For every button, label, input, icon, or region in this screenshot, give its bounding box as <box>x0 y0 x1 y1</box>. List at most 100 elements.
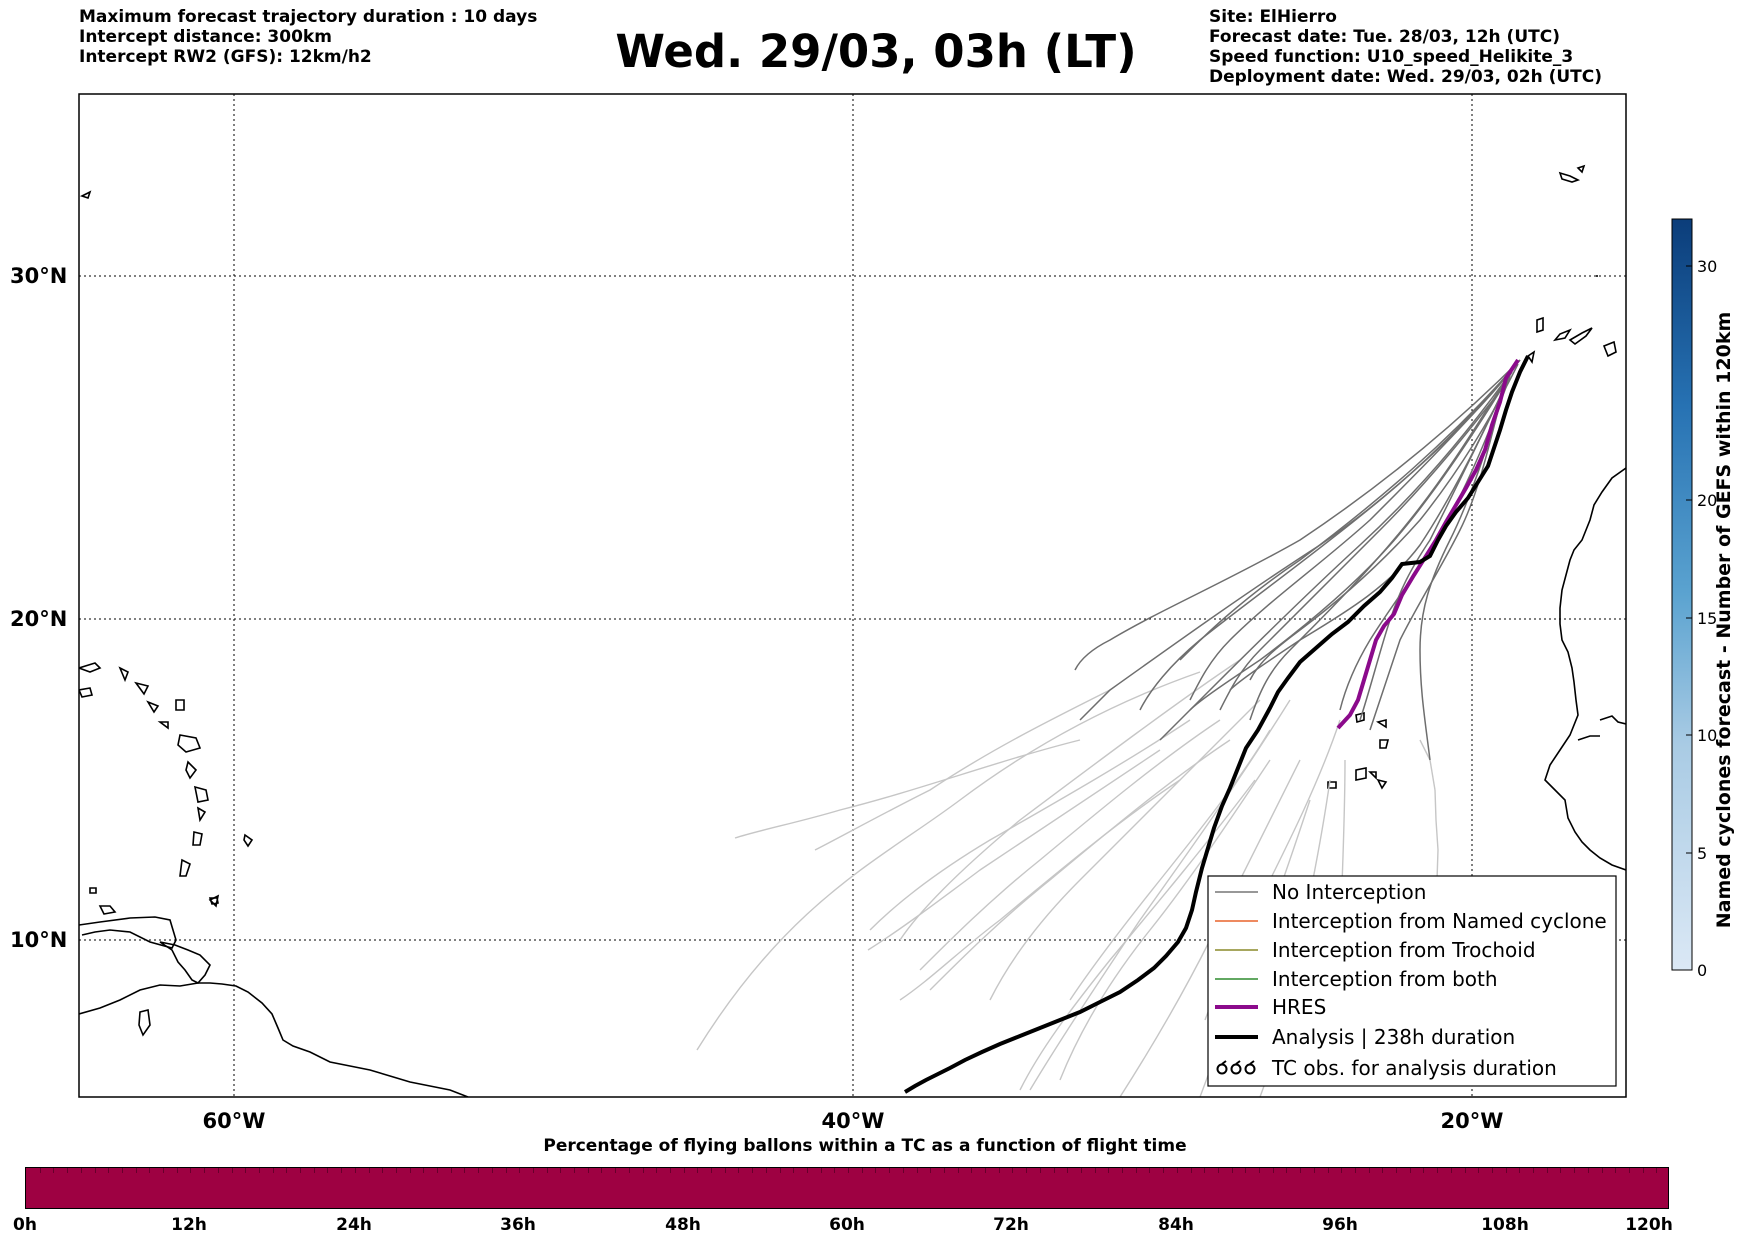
flight-bar-minor-tick <box>1245 1168 1247 1173</box>
flight-bar-minor-tick <box>1601 1168 1603 1173</box>
flight-bar-minor-tick <box>121 1168 123 1173</box>
flight-bar-minor-tick <box>204 1168 206 1173</box>
flight-bar-minor-tick <box>1026 1168 1028 1173</box>
flight-bar-minor-tick <box>1546 1168 1548 1173</box>
flight-bar-minor-tick <box>930 1168 932 1173</box>
flight-bar-minor-tick <box>848 1168 849 1173</box>
island-9 <box>175 699 185 711</box>
island-13 <box>193 785 209 803</box>
flight-bar-minor-tick <box>998 1168 1000 1173</box>
flight-bar-minor-tick <box>382 1168 384 1173</box>
flight-bar-minor-tick <box>1491 1168 1493 1173</box>
lon-label-40w: 40°W <box>822 1109 885 1133</box>
flight-bar-minor-tick <box>450 1168 452 1173</box>
flight-bar-minor-tick <box>697 1168 699 1173</box>
cv-island-7 <box>1327 781 1337 789</box>
flight-bar-minor-tick <box>163 1168 164 1173</box>
flight-bar-minor-tick <box>1533 1168 1534 1173</box>
flight-bar-minor-tick <box>724 1168 726 1173</box>
flight-bar-minor-tick <box>1231 1168 1233 1173</box>
flight-bar-minor-tick <box>765 1168 767 1173</box>
flight-bar-minor-tick <box>1519 1168 1521 1173</box>
flight-bar-minor-tick <box>738 1168 740 1173</box>
flight-bar-minor-tick <box>437 1168 438 1173</box>
flight-bar-minor-tick <box>1163 1168 1165 1173</box>
cbar-tick-20: 20 <box>1697 491 1717 510</box>
flight-bar-minor-tick <box>711 1168 712 1173</box>
legend-label-named-cyclone: Interception from Named cyclone <box>1272 909 1607 933</box>
flight-bar-minor-tick <box>395 1168 397 1173</box>
flight-bar-minor-tick <box>985 1168 986 1173</box>
flight-bar-minor-tick <box>409 1168 411 1173</box>
flight-bar-minor-tick <box>1450 1168 1452 1173</box>
flight-bar-minor-tick <box>300 1168 301 1173</box>
flight-bar-minor-tick <box>1464 1168 1466 1173</box>
flight-bar-minor-tick <box>231 1168 233 1173</box>
map-frame <box>78 93 1627 1098</box>
coastlines <box>79 164 1626 1097</box>
flight-bar-minor-tick <box>1204 1168 1206 1173</box>
flight-bar-minor-tick <box>245 1168 247 1173</box>
flight-bar-minor-tick <box>642 1168 644 1173</box>
flight-bar-minor-tick <box>1354 1168 1356 1173</box>
analysis-trajectory <box>903 355 1530 1094</box>
flight-bar-minor-tick <box>505 1168 507 1173</box>
flight-tick-48h: 48h <box>665 1215 701 1235</box>
max-duration-text: Maximum forecast trajectory duration : 1… <box>79 7 538 27</box>
lon-label-20w: 20°W <box>1441 1109 1504 1133</box>
flight-bar-minor-tick <box>491 1168 493 1173</box>
flight-bar-minor-tick <box>820 1168 822 1173</box>
flight-bar-minor-tick <box>1053 1168 1055 1173</box>
cv-island-4 <box>1355 767 1367 781</box>
header-right-info: Site: ElHierro Forecast date: Tue. 28/03… <box>1209 7 1602 87</box>
flight-bar-minor-tick <box>368 1168 370 1173</box>
flight-bar-minor-tick <box>1478 1168 1480 1173</box>
flight-percentage-bar <box>25 1167 1669 1209</box>
island-5 <box>79 687 94 698</box>
island-19 <box>79 190 92 200</box>
flight-tick-72h: 72h <box>993 1215 1029 1235</box>
flight-bar-minor-tick <box>1382 1168 1384 1173</box>
flight-bar-minor-tick <box>327 1168 329 1173</box>
flight-bar-minor-tick <box>916 1168 918 1173</box>
hres-trajectory <box>1336 358 1520 730</box>
flight-bar-minor-tick <box>1437 1168 1439 1173</box>
island-7 <box>134 681 150 696</box>
legend-label-both: Interception from both <box>1272 967 1498 991</box>
deployment-date-text: Deployment date: Wed. 29/03, 02h (UTC) <box>1209 67 1603 87</box>
flight-bar-minor-tick <box>39 1168 41 1173</box>
cbar-tick-5: 5 <box>1697 844 1707 863</box>
flight-bar-minor-tick <box>943 1168 945 1173</box>
madeira-small <box>1576 164 1586 174</box>
legend-label-no-interception: No Interception <box>1272 880 1426 904</box>
madeira <box>1558 171 1581 183</box>
flight-bar-minor-tick <box>532 1168 534 1173</box>
flight-bar-minor-tick <box>793 1168 795 1173</box>
island-1 <box>98 905 117 915</box>
flight-bar-minor-tick <box>1313 1168 1315 1173</box>
flight-bar-minor-tick <box>1094 1168 1096 1173</box>
flight-tick-0h: 0h <box>13 1215 37 1235</box>
flight-tick-24h: 24h <box>336 1215 372 1235</box>
flight-bar-minor-tick <box>53 1168 55 1173</box>
flight-bar-minor-tick <box>1108 1168 1110 1173</box>
legend-label-trochoid: Interception from Trochoid <box>1272 938 1536 962</box>
flight-bar-minor-tick <box>1615 1168 1617 1173</box>
island-8 <box>146 700 160 714</box>
la-gomera <box>1552 328 1572 342</box>
legend: No Interception Interception from Named … <box>1207 875 1617 1087</box>
flight-bar-minor-tick <box>1067 1168 1069 1173</box>
flight-bar-minor-tick <box>752 1168 754 1173</box>
flight-bar-minor-tick <box>286 1168 288 1173</box>
flight-bar-minor-tick <box>1656 1168 1658 1173</box>
flight-bar-minor-tick <box>1574 1168 1576 1173</box>
flight-bar-minor-tick <box>1012 1168 1014 1173</box>
flight-bar-minor-tick <box>1409 1168 1411 1173</box>
cv-island-3 <box>1379 739 1390 749</box>
flight-bar-minor-tick <box>258 1168 260 1173</box>
cv-island-5 <box>1368 771 1377 780</box>
africa-coast <box>1544 467 1626 871</box>
flight-bar-minor-tick <box>1286 1168 1288 1173</box>
flight-bar-minor-tick <box>1396 1168 1397 1173</box>
flight-bar-minor-tick <box>957 1168 959 1173</box>
